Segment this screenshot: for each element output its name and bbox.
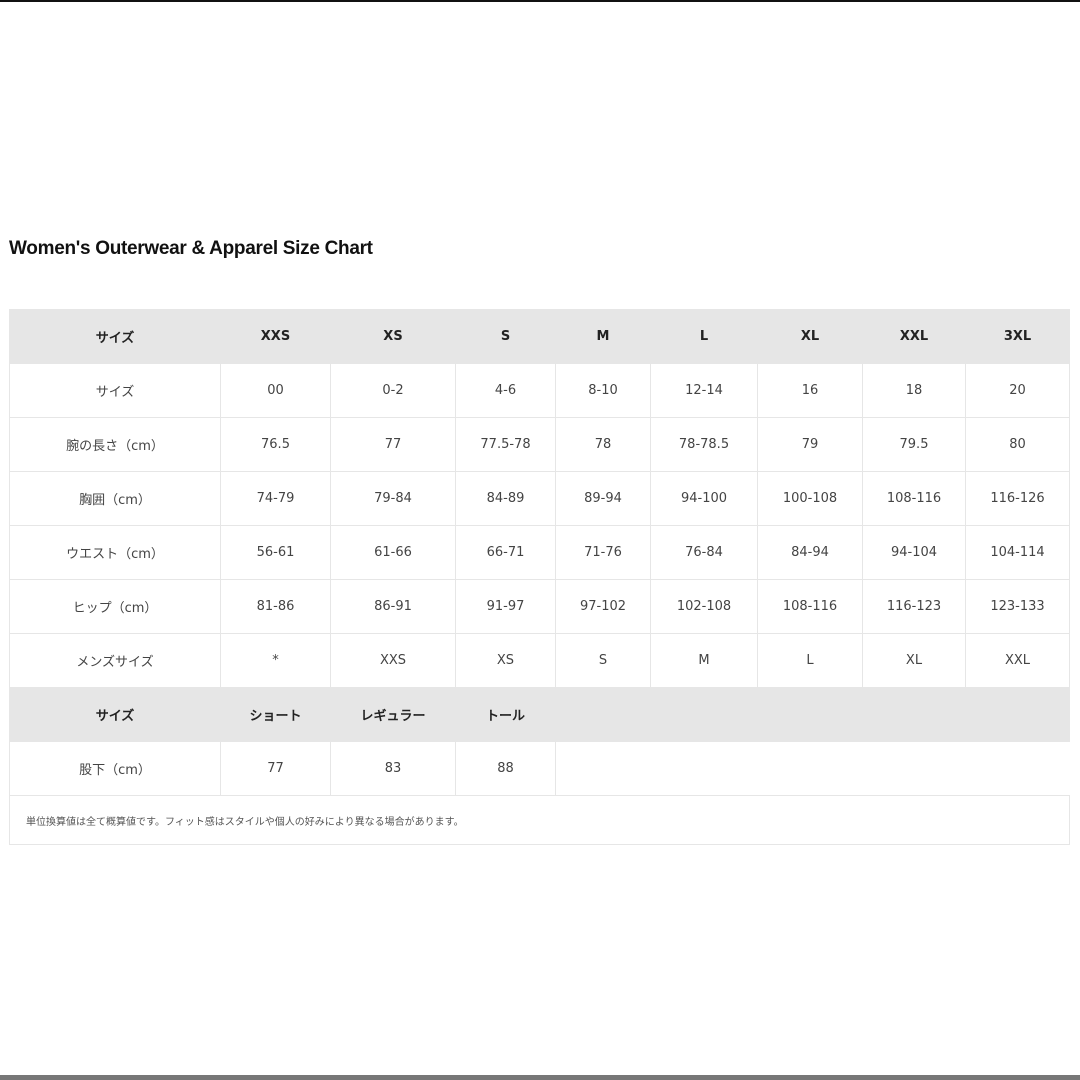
table-cell: 78-78.5 bbox=[650, 417, 758, 472]
table-cell: ショート bbox=[220, 687, 331, 742]
table-cell: 84-94 bbox=[757, 525, 863, 580]
table-cell: XL bbox=[862, 633, 966, 688]
empty-cell bbox=[862, 741, 966, 796]
table-cell: 74-79 bbox=[220, 471, 331, 526]
table-cell: メンズサイズ bbox=[9, 633, 221, 688]
table-cell: サイズ bbox=[9, 687, 221, 742]
table-cell: 116-123 bbox=[862, 579, 966, 634]
empty-cell bbox=[965, 741, 1070, 796]
table-cell: 股下（cm） bbox=[9, 741, 221, 796]
table-cell: XXS bbox=[330, 633, 456, 688]
empty-cell bbox=[650, 741, 758, 796]
table-cell: 00 bbox=[220, 363, 331, 418]
table-cell: 3XL bbox=[965, 309, 1070, 364]
table-cell: 78 bbox=[555, 417, 651, 472]
table-cell: XXL bbox=[862, 309, 966, 364]
empty-cell bbox=[965, 687, 1070, 742]
table-cell: 77 bbox=[220, 741, 331, 796]
table-cell: * bbox=[220, 633, 331, 688]
table-cell: 66-71 bbox=[455, 525, 556, 580]
table-cell: L bbox=[650, 309, 758, 364]
table-cell: 61-66 bbox=[330, 525, 456, 580]
table-row: 腕の長さ（cm） 76.5 77 77.5-78 78 78-78.5 79 79.5 80 bbox=[9, 417, 1070, 472]
table-cell: 0-2 bbox=[330, 363, 456, 418]
table-cell: 116-126 bbox=[965, 471, 1070, 526]
header-row: サイズ XXS XS S M L XL XXL 3XL bbox=[9, 309, 1070, 364]
table-cell: 89-94 bbox=[555, 471, 651, 526]
table-cell: 76-84 bbox=[650, 525, 758, 580]
table-cell: XS bbox=[330, 309, 456, 364]
bottom-border bbox=[0, 1075, 1080, 1080]
inseam-header-row: サイズ ショート レギュラー トール bbox=[9, 687, 1070, 742]
table-row: ウエスト（cm） 56-61 61-66 66-71 71-76 76-84 84-94 94… bbox=[9, 525, 1070, 580]
table-cell: 79.5 bbox=[862, 417, 966, 472]
empty-cell bbox=[757, 687, 863, 742]
table-cell: 100-108 bbox=[757, 471, 863, 526]
inseam-row: 股下（cm） 77 83 88 bbox=[9, 741, 1070, 796]
table-cell: XXS bbox=[220, 309, 331, 364]
table-cell: 79 bbox=[757, 417, 863, 472]
table-cell: 18 bbox=[862, 363, 966, 418]
table-cell: 102-108 bbox=[650, 579, 758, 634]
table-cell: 123-133 bbox=[965, 579, 1070, 634]
table-row: 胸囲（cm） 74-79 79-84 84-89 89-94 94-100 100-108 1… bbox=[9, 471, 1070, 526]
table-cell: 76.5 bbox=[220, 417, 331, 472]
table-cell: 88 bbox=[455, 741, 556, 796]
table-cell: ヒップ（cm） bbox=[9, 579, 221, 634]
table-cell: サイズ bbox=[9, 309, 221, 364]
table-cell: M bbox=[650, 633, 758, 688]
table-cell: 108-116 bbox=[862, 471, 966, 526]
table-cell: 8-10 bbox=[555, 363, 651, 418]
table-cell: 83 bbox=[330, 741, 456, 796]
table-cell: 94-104 bbox=[862, 525, 966, 580]
empty-cell bbox=[650, 687, 758, 742]
table-cell: 86-91 bbox=[330, 579, 456, 634]
table-cell: 79-84 bbox=[330, 471, 456, 526]
table-cell: ウエスト（cm） bbox=[9, 525, 221, 580]
table-cell: XXL bbox=[965, 633, 1070, 688]
table-cell: トール bbox=[455, 687, 556, 742]
empty-cell bbox=[555, 741, 651, 796]
top-border bbox=[0, 0, 1080, 2]
table-cell: L bbox=[757, 633, 863, 688]
empty-cell bbox=[555, 687, 651, 742]
table-row: ヒップ（cm） 81-86 86-91 91-97 97-102 102-108 108-1… bbox=[9, 579, 1070, 634]
table-cell: 108-116 bbox=[757, 579, 863, 634]
empty-cell bbox=[862, 687, 966, 742]
footnote: 単位換算値は全て概算値です。フィット感はスタイルや個人の好みにより異なる場合があ… bbox=[9, 795, 1070, 845]
table-cell: XS bbox=[455, 633, 556, 688]
table-cell: 84-89 bbox=[455, 471, 556, 526]
table-cell: 12-14 bbox=[650, 363, 758, 418]
table-cell: 94-100 bbox=[650, 471, 758, 526]
table-cell: 104-114 bbox=[965, 525, 1070, 580]
table-cell: 91-97 bbox=[455, 579, 556, 634]
table-cell: 71-76 bbox=[555, 525, 651, 580]
size-chart-table: サイズ XXS XS S M L XL XXL 3XL サイズ 00 0-2 4-6 8-10 12-14 1… bbox=[9, 309, 1070, 845]
table-cell: 4-6 bbox=[455, 363, 556, 418]
table-cell: レギュラー bbox=[330, 687, 456, 742]
table-cell: 16 bbox=[757, 363, 863, 418]
table-row: サイズ 00 0-2 4-6 8-10 12-14 16 18 20 bbox=[9, 363, 1070, 418]
table-cell: S bbox=[555, 633, 651, 688]
table-cell: 胸囲（cm） bbox=[9, 471, 221, 526]
table-cell: サイズ bbox=[9, 363, 221, 418]
table-cell: 80 bbox=[965, 417, 1070, 472]
table-cell: 56-61 bbox=[220, 525, 331, 580]
table-cell: 20 bbox=[965, 363, 1070, 418]
empty-cell bbox=[757, 741, 863, 796]
table-cell: XL bbox=[757, 309, 863, 364]
table-row: メンズサイズ * XXS XS S M L XL XXL bbox=[9, 633, 1070, 688]
table-cell: 97-102 bbox=[555, 579, 651, 634]
table-cell: 77.5-78 bbox=[455, 417, 556, 472]
page-title: Women's Outerwear & Apparel Size Chart bbox=[9, 238, 373, 259]
table-cell: 81-86 bbox=[220, 579, 331, 634]
table-cell: 77 bbox=[330, 417, 456, 472]
table-cell: 腕の長さ（cm） bbox=[9, 417, 221, 472]
table-cell: M bbox=[555, 309, 651, 364]
table-cell: S bbox=[455, 309, 556, 364]
note-row: 単位換算値は全て概算値です。フィット感はスタイルや個人の好みにより異なる場合があ… bbox=[9, 795, 1070, 845]
